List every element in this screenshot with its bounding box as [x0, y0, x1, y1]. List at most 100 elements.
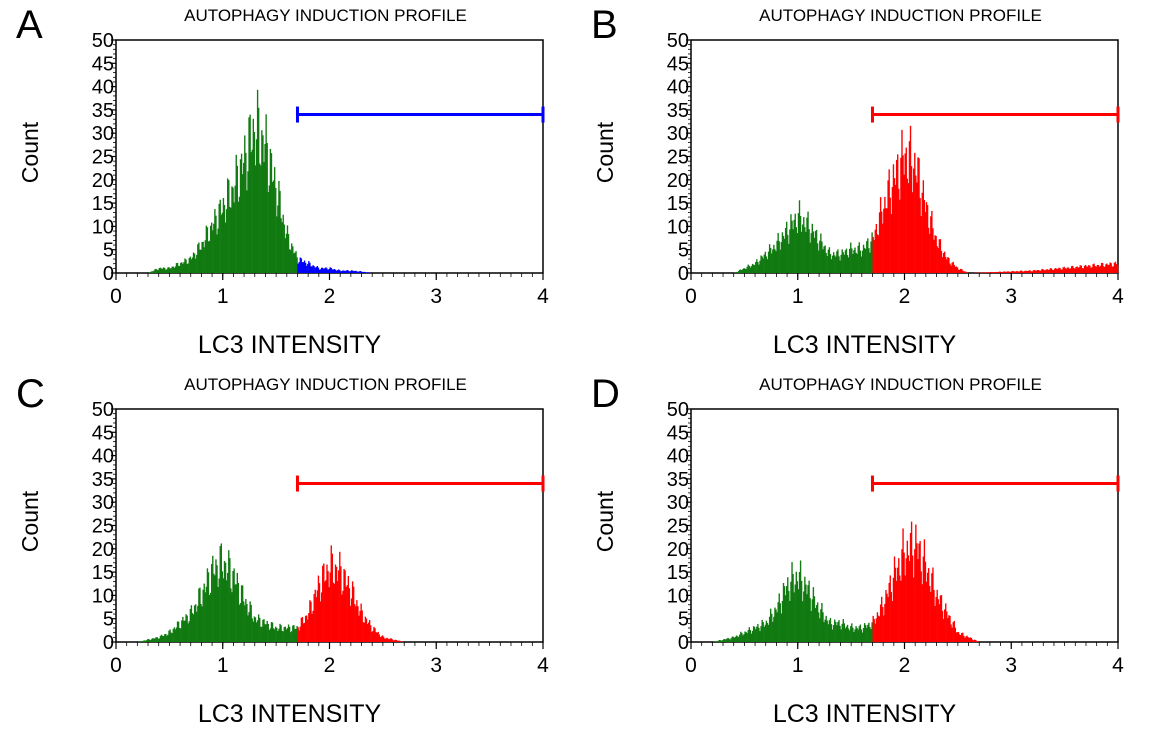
panel-b-histogram-bar [770, 247, 772, 273]
panel-b-histogram-bar [789, 229, 791, 273]
panel-b-histogram-bar [1101, 263, 1104, 273]
panel-a-histogram-bar [208, 240, 211, 273]
panel-a-histogram-bar [228, 180, 230, 273]
panel-b-histogram-bar [759, 260, 761, 273]
panel-c-histogram-bar [216, 565, 218, 642]
panel-b-histogram-bar [963, 271, 965, 273]
panel-d-histogram-bar [899, 575, 901, 642]
panel-a-histogram-bar [203, 247, 205, 273]
panel-c-histogram-bar [332, 582, 335, 642]
panel-b-histogram-bar [766, 259, 769, 273]
panel-b-histogram-bar [923, 199, 926, 273]
panel-a-histogram-bar [149, 272, 151, 273]
panel-a-histogram-bar [218, 203, 220, 273]
panel-d-histogram-bar [903, 552, 905, 642]
panel-b-histogram-bar [1027, 270, 1029, 273]
panel-d-histogram-bar [802, 601, 804, 642]
panel-b-histogram-bar [758, 264, 760, 273]
panel-c-histogram-bar [286, 628, 289, 642]
panel-a-histogram-bar [238, 196, 241, 273]
panel-d-histogram-bar [972, 640, 975, 642]
panel-b-histogram-bar [811, 223, 813, 273]
panel-b-histogram-bar [773, 244, 775, 273]
panel-d-histogram-bar [807, 585, 809, 642]
panel-d-histogram-bar [808, 580, 810, 642]
panel-d-histogram-bar [726, 638, 728, 642]
panel-b-histogram-bar [1061, 269, 1063, 273]
panel-d-histogram-bar [735, 635, 738, 642]
panel-b-histogram-bar [1044, 270, 1046, 273]
panel-b-histogram-bar [888, 169, 890, 273]
panel-c-histogram-bar [166, 635, 168, 642]
panel-b-histogram-bar [847, 257, 850, 273]
panel-c-xtick-label: 1 [217, 654, 229, 677]
panel-d-histogram-bar [866, 627, 868, 642]
panel-a-xtick-label: 2 [324, 285, 336, 308]
panel-c-histogram-bar [192, 614, 195, 642]
panel-a-histogram-bar [276, 216, 278, 273]
panel-c-histogram-bar [355, 606, 357, 642]
panel-c-histogram-bar [155, 637, 157, 642]
panel-d-histogram-bar [840, 629, 842, 642]
panel-a-plot-frame [115, 39, 544, 274]
panel-a-histogram-bar [320, 267, 323, 273]
panel-b-histogram-bar [985, 272, 987, 273]
panel-c-histogram-bar [180, 628, 182, 642]
panel-b-histogram-bar [965, 271, 967, 273]
panel-b-histogram-bar [839, 260, 841, 273]
panel-b-histogram-bar [1105, 264, 1107, 273]
panel-b-histogram-bar [935, 235, 937, 273]
panel-d-histogram-bar [719, 640, 722, 642]
panel-b-histogram-bar [910, 166, 913, 273]
panel-c-histogram-bar [339, 551, 341, 642]
panel-b-histogram-bar [915, 175, 917, 273]
panel-d-histogram-bar [882, 607, 884, 642]
panel-c-histogram-bar [317, 575, 320, 642]
panel-b-histogram-bar [949, 263, 951, 273]
panel-b-histogram-bar [897, 154, 899, 273]
panel-d-histogram-bar [809, 598, 811, 642]
panel-a-histogram-bar [294, 252, 296, 273]
panel-c-histogram-bar [153, 638, 155, 642]
panel-b-histogram-bar [1092, 264, 1094, 273]
panel-d-histogram-bar [835, 621, 837, 642]
panel-c-histogram-bar [276, 627, 278, 642]
panel-d-histogram-bar [894, 567, 897, 642]
panel-c-histogram-bar [389, 638, 391, 642]
panel-d-histogram-bar [845, 626, 848, 642]
panel-b-ytick-label: 25 [667, 147, 689, 169]
panel-d-histogram-bar [847, 628, 850, 642]
panel-d-histogram-bar [930, 591, 932, 642]
panel-a-histogram-bar [287, 234, 290, 273]
panel-d-histogram-bar [919, 540, 921, 642]
panel-c-histogram-bar [199, 587, 201, 642]
panel-d-histogram-bar [822, 612, 824, 642]
panel-d-histogram-bar [732, 636, 734, 642]
panel-c-histogram-bar [201, 606, 203, 642]
panel-c-histogram-bar [296, 626, 298, 642]
panel-d-histogram-bar [929, 585, 931, 642]
panel-c-histogram-bar [272, 628, 275, 642]
panel-a-histogram-bar [237, 201, 240, 273]
panel-b-histogram-bar [806, 217, 808, 273]
panel-d-histogram-bar [879, 604, 882, 642]
panel-b-ytick-label: 5 [678, 240, 689, 262]
panel-b-histogram-bar [1113, 262, 1116, 273]
panel-b-histogram-bar [819, 240, 821, 273]
panel-a-histogram-bar [352, 271, 355, 273]
panel-a-histogram-bar [265, 114, 267, 273]
panel-d-histogram-bar [878, 616, 881, 642]
panel-b-histogram-bar [1095, 266, 1097, 273]
panel-b-histogram-bar [936, 246, 938, 273]
panel-b-histogram-bar [902, 155, 904, 273]
panel-c-histogram-bar [304, 615, 307, 642]
panel-a-histogram-bar [211, 222, 213, 273]
panel-b-histogram-bar [852, 253, 854, 273]
panel-d-histogram-bar [962, 632, 964, 642]
panel-a-histogram-bar [362, 271, 364, 273]
panel-b-histogram-bar [901, 129, 903, 273]
panel-b-histogram-bar [914, 152, 916, 273]
panel-a-histogram-bar [162, 267, 165, 273]
panel-b-title: AUTOPHAGY INDUCTION PROFILE [759, 6, 1042, 25]
panel-d-histogram-bar [892, 577, 895, 642]
